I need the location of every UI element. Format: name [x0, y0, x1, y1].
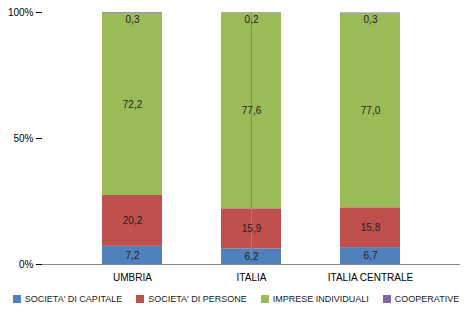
svg-text:6,7: 6,7 [364, 250, 378, 261]
svg-text:0,3: 0,3 [364, 14, 378, 25]
svg-text:20,2: 20,2 [123, 215, 143, 226]
html-text:IMPRESE INDIVIDUALI: IMPRESE INDIVIDUALI [272, 294, 369, 304]
svg-text:0%: 0% [19, 259, 34, 270]
svg-text:6,2: 6,2 [245, 251, 259, 262]
svg-text:50%: 50% [13, 133, 33, 144]
html-text:SOCIETA' DI PERSONE: SOCIETA' DI PERSONE [148, 294, 247, 304]
svg-text:77,0: 77,0 [361, 105, 381, 116]
svg-text:77,6: 77,6 [242, 105, 262, 116]
html-text:COOPERATIVE: COOPERATIVE [394, 294, 460, 304]
svg-text:100%: 100% [8, 7, 34, 18]
svg-text:15,8: 15,8 [361, 222, 381, 233]
html-text:SOCIETA' DI CAPITALE: SOCIETA' DI CAPITALE [24, 294, 123, 304]
svg-text:15,9: 15,9 [242, 223, 262, 234]
svg-text:72,2: 72,2 [123, 99, 143, 110]
svg-text:0,3: 0,3 [126, 14, 140, 25]
svg-text:UMBRIA: UMBRIA [113, 272, 152, 283]
svg-text:7,2: 7,2 [126, 250, 140, 261]
svg-text:ITALIA: ITALIA [237, 272, 267, 283]
svg-text:0,2: 0,2 [245, 14, 259, 25]
svg-text:ITALIA CENTRALE: ITALIA CENTRALE [328, 272, 414, 283]
